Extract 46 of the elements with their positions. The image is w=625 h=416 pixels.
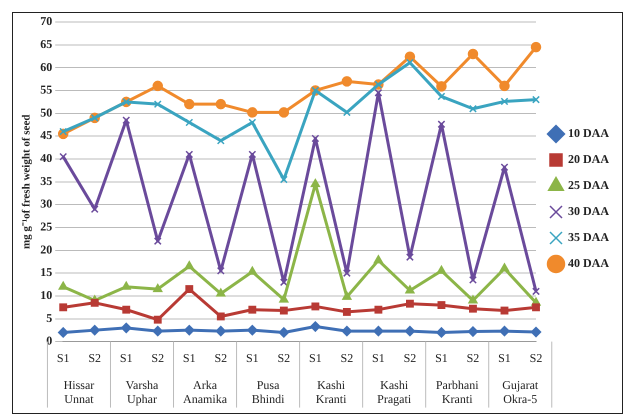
y-tick-label: 45 [40, 128, 52, 142]
legend-label: 25 DAA [568, 178, 610, 192]
y-tick-label: 55 [40, 82, 52, 97]
y-tick-label: 60 [40, 60, 52, 74]
y-tick-label: 15 [40, 265, 52, 280]
legend-label: 20 DAA [568, 152, 610, 166]
x-tick-label: S1 [435, 350, 448, 365]
x-tick-label: S2 [466, 350, 480, 365]
y-tick-label: 65 [40, 36, 52, 51]
text: Kashi Pragati [377, 378, 412, 406]
text: Parbhani Kranti [436, 378, 480, 406]
y-tick-label: 0 [46, 334, 52, 348]
legend-label: 40 DAA [568, 256, 610, 270]
x-tick-label: S1 [498, 350, 511, 365]
text: Arka Anamika [183, 378, 228, 406]
y-tick-label: 5 [46, 310, 52, 325]
x-tick-label: S1 [56, 350, 70, 365]
x-tick-label: S1 [246, 350, 259, 365]
y-tick-label: 25 [40, 220, 52, 234]
x-tick-label: S2 [214, 350, 228, 365]
x-tick-label: S2 [340, 350, 354, 365]
y-tick-label: 20 [40, 242, 52, 256]
x-tick-label: S2 [530, 350, 542, 365]
text: Pusa Bhindi [252, 378, 286, 406]
text: Varsha Uphar [126, 378, 159, 406]
text: Kashi Kranti [316, 378, 348, 406]
x-tick-label: S2 [88, 350, 102, 365]
y-tick-label: 50 [40, 105, 52, 120]
y-tick-label: 35 [40, 174, 52, 188]
x-tick-label: S1 [309, 350, 322, 365]
x-tick-label: S1 [182, 350, 196, 365]
text: Hissar Unnat [64, 378, 94, 406]
y-tick-label: 70 [40, 14, 52, 28]
x-tick-label: S2 [277, 350, 290, 365]
x-tick-label: S2 [404, 350, 416, 365]
y-axis-title: mg g⁻¹of fresh weight of seed [20, 114, 32, 250]
legend-label: 35 DAA [568, 230, 610, 244]
x-tick-label: S1 [372, 350, 385, 365]
text: Gujarat Okra-5 [502, 378, 539, 406]
legend-label: 30 DAA [568, 204, 610, 218]
y-tick-label: 10 [40, 288, 52, 302]
y-tick-label: 30 [40, 196, 52, 211]
legend-label: 10 DAA [568, 126, 610, 140]
x-tick-label: S1 [120, 350, 133, 365]
x-tick-label: S2 [151, 350, 164, 365]
y-tick-label: 40 [40, 151, 52, 166]
